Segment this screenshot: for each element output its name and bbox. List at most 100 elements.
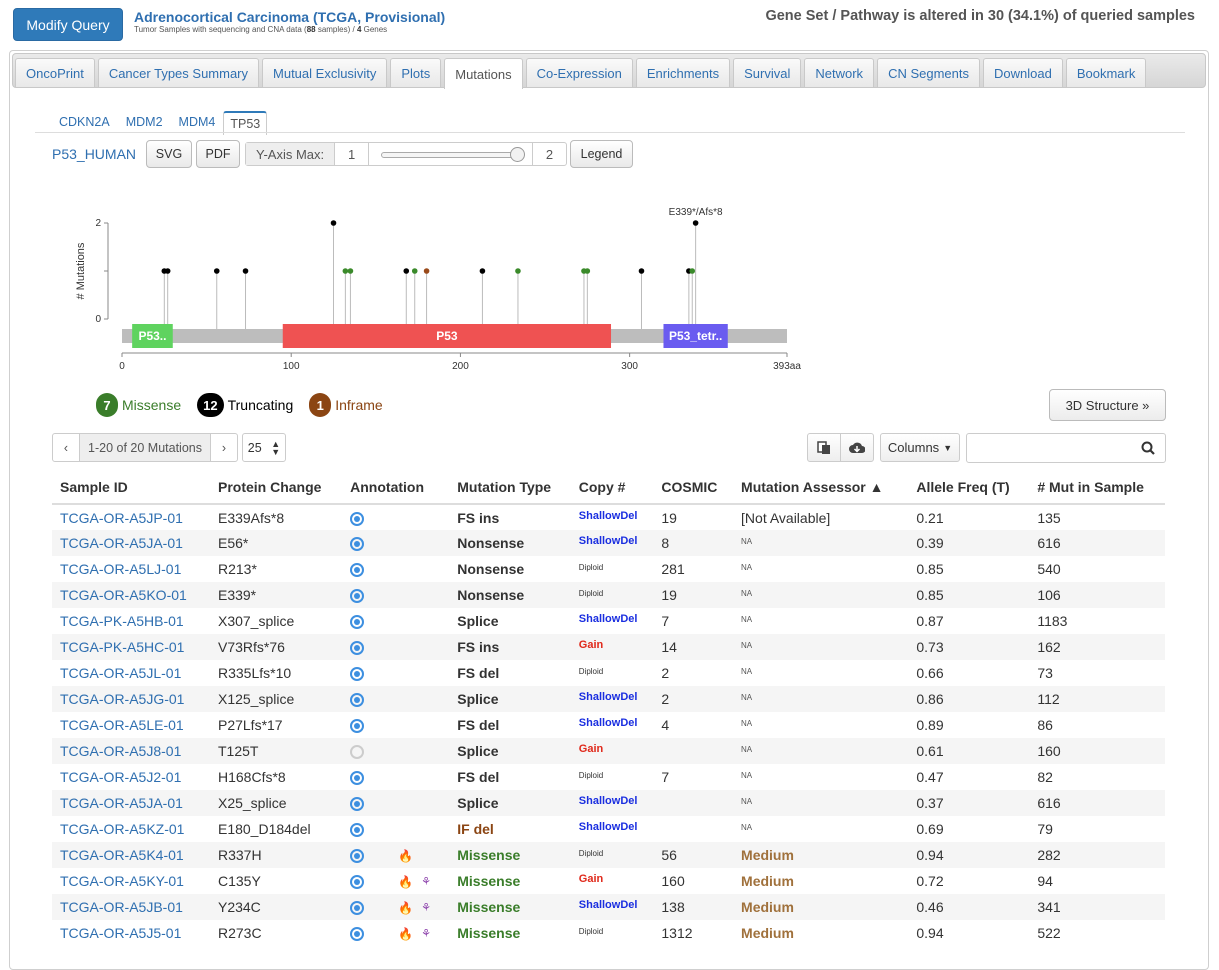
lollipop-head[interactable] [342, 268, 349, 274]
column-header[interactable]: Sample ID [52, 472, 210, 505]
study-title-link[interactable]: Adrenocortical Carcinoma (TCGA, Provisio… [134, 9, 446, 25]
svg-download-button[interactable]: SVG [146, 140, 192, 168]
mutation-3d-icon[interactable]: ⚘ [421, 928, 431, 941]
sample-id-link[interactable]: TCGA-OR-A5JL-01 [60, 665, 182, 681]
oncokb-annotation-icon[interactable] [350, 719, 365, 734]
sample-id-link[interactable]: TCGA-OR-A5LE-01 [60, 717, 184, 733]
sample-id-link[interactable]: TCGA-OR-A5JG-01 [60, 691, 185, 707]
3d-structure-button[interactable]: 3D Structure » [1049, 389, 1166, 421]
oncokb-annotation-icon[interactable] [350, 589, 365, 604]
column-header[interactable]: Copy # [570, 472, 654, 505]
search-input[interactable] [966, 433, 1166, 463]
column-header[interactable]: Annotation [342, 472, 450, 505]
yaxis-slider[interactable] [369, 143, 532, 165]
sample-id-link[interactable]: TCGA-OR-A5KZ-01 [60, 821, 185, 837]
sample-id-link[interactable]: TCGA-OR-A5JA-01 [60, 795, 183, 811]
mutation-assessor[interactable]: Medium [741, 925, 794, 941]
oncokb-annotation-icon[interactable] [350, 537, 365, 552]
cosmic-count[interactable]: 1312 [661, 925, 693, 941]
lollipop-head[interactable] [347, 268, 354, 274]
sample-id-link[interactable]: TCGA-OR-A5J2-01 [60, 769, 182, 785]
tab-cn-segments[interactable]: CN Segments [877, 58, 980, 87]
oncokb-annotation-icon[interactable] [350, 797, 365, 812]
cosmic-count[interactable]: 14 [661, 639, 677, 655]
tab-plots[interactable]: Plots [390, 58, 442, 87]
copy-button[interactable] [807, 433, 841, 462]
lollipop-head[interactable] [692, 220, 699, 226]
column-header[interactable]: Allele Freq (T) [908, 472, 1030, 505]
sample-id-link[interactable]: TCGA-OR-A5JB-01 [60, 899, 183, 915]
sample-id-link[interactable]: TCGA-OR-A5LJ-01 [60, 561, 182, 577]
cosmic-count[interactable]: 7 [661, 769, 670, 785]
gene-tab-tp53[interactable]: TP53 [223, 111, 268, 135]
lollipop-head[interactable] [411, 268, 418, 274]
download-button[interactable] [840, 433, 874, 462]
columns-dropdown[interactable]: Columns ▼ [880, 433, 960, 462]
lollipop-head[interactable] [213, 268, 220, 274]
slider-handle[interactable] [510, 147, 525, 162]
sample-id-link[interactable]: TCGA-OR-A5KY-01 [60, 873, 184, 889]
cosmic-count[interactable]: 56 [661, 847, 677, 863]
mutation-3d-icon[interactable]: ⚘ [421, 876, 431, 889]
lollipop-head[interactable] [242, 268, 249, 274]
oncokb-annotation-icon[interactable] [350, 771, 365, 786]
gene-tab-mdm2[interactable]: MDM2 [125, 115, 163, 129]
lollipop-head[interactable] [584, 268, 591, 274]
lollipop-head[interactable] [423, 268, 430, 274]
mutation-assessor[interactable]: Medium [741, 873, 794, 889]
mutation-3d-icon[interactable]: ⚘ [421, 902, 431, 915]
oncokb-annotation-icon[interactable] [350, 745, 365, 760]
mutation-assessor[interactable]: Medium [741, 847, 794, 863]
sample-id-link[interactable]: TCGA-OR-A5J5-01 [60, 925, 182, 941]
cosmic-count[interactable]: 160 [661, 873, 685, 889]
next-page-button[interactable]: › [221, 440, 227, 455]
cosmic-count[interactable]: 281 [661, 561, 685, 577]
gene-tab-mdm4[interactable]: MDM4 [178, 115, 216, 129]
cosmic-count[interactable]: 8 [661, 535, 670, 551]
cosmic-count[interactable]: 138 [661, 899, 685, 915]
cosmic-count[interactable]: 19 [661, 509, 677, 526]
uniprot-link[interactable]: P53_HUMAN [52, 146, 137, 162]
modify-query-button[interactable]: Modify Query [13, 8, 123, 41]
cosmic-count[interactable]: 19 [661, 587, 677, 603]
column-header[interactable]: Mutation Assessor ▲ [733, 472, 909, 505]
column-header[interactable]: Protein Change [209, 472, 343, 505]
oncokb-annotation-icon[interactable] [350, 875, 365, 890]
legend-inframe[interactable]: 1 Inframe [309, 393, 383, 417]
cancer-hotspot-icon[interactable]: 🔥 [398, 901, 414, 916]
cosmic-count[interactable]: 2 [661, 691, 670, 707]
oncokb-annotation-icon[interactable] [350, 849, 365, 864]
tab-mutations[interactable]: Mutations [444, 58, 523, 89]
oncokb-annotation-icon[interactable] [350, 511, 365, 526]
sample-id-link[interactable]: TCGA-OR-A5K4-01 [60, 847, 184, 863]
pdf-download-button[interactable]: PDF [196, 140, 240, 168]
page-size-select[interactable]: 25 ▲ ▼ [242, 433, 286, 462]
tab-co-expression[interactable]: Co-Expression [525, 58, 633, 87]
tab-oncoprint[interactable]: OncoPrint [15, 58, 95, 87]
column-header[interactable]: Mutation Type [449, 472, 571, 505]
oncokb-annotation-icon[interactable] [350, 563, 365, 578]
cancer-hotspot-icon[interactable]: 🔥 [398, 927, 414, 942]
tab-survival[interactable]: Survival [733, 58, 802, 87]
oncokb-annotation-icon[interactable] [350, 693, 365, 708]
oncokb-annotation-icon[interactable] [350, 615, 365, 630]
sample-id-link[interactable]: TCGA-OR-A5JP-01 [60, 509, 183, 526]
lollipop-head[interactable] [330, 220, 337, 226]
lollipop-head[interactable] [164, 268, 171, 274]
oncokb-annotation-icon[interactable] [350, 927, 365, 942]
sample-id-link[interactable]: TCGA-PK-A5HB-01 [60, 613, 184, 629]
tab-network[interactable]: Network [804, 58, 875, 87]
oncokb-annotation-icon[interactable] [350, 667, 365, 682]
prev-page-button[interactable]: ‹ [63, 440, 69, 455]
cosmic-count[interactable]: 4 [661, 717, 670, 733]
cancer-hotspot-icon[interactable]: 🔥 [398, 849, 414, 864]
protein-domain[interactable] [282, 324, 612, 348]
sample-id-link[interactable]: TCGA-PK-A5HC-01 [60, 639, 185, 655]
oncokb-annotation-icon[interactable] [350, 641, 365, 656]
lollipop-head[interactable] [403, 268, 410, 274]
sample-id-link[interactable]: TCGA-OR-A5KO-01 [60, 587, 187, 603]
tab-enrichments[interactable]: Enrichments [635, 58, 731, 87]
legend-button[interactable]: Legend [570, 140, 633, 168]
tab-mutual-exclusivity[interactable]: Mutual Exclusivity [262, 58, 388, 87]
mutation-assessor[interactable]: Medium [741, 899, 794, 915]
